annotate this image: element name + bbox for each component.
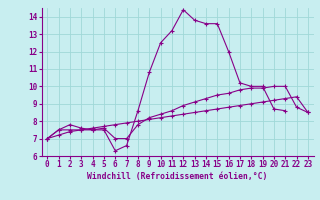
X-axis label: Windchill (Refroidissement éolien,°C): Windchill (Refroidissement éolien,°C) [87,172,268,181]
